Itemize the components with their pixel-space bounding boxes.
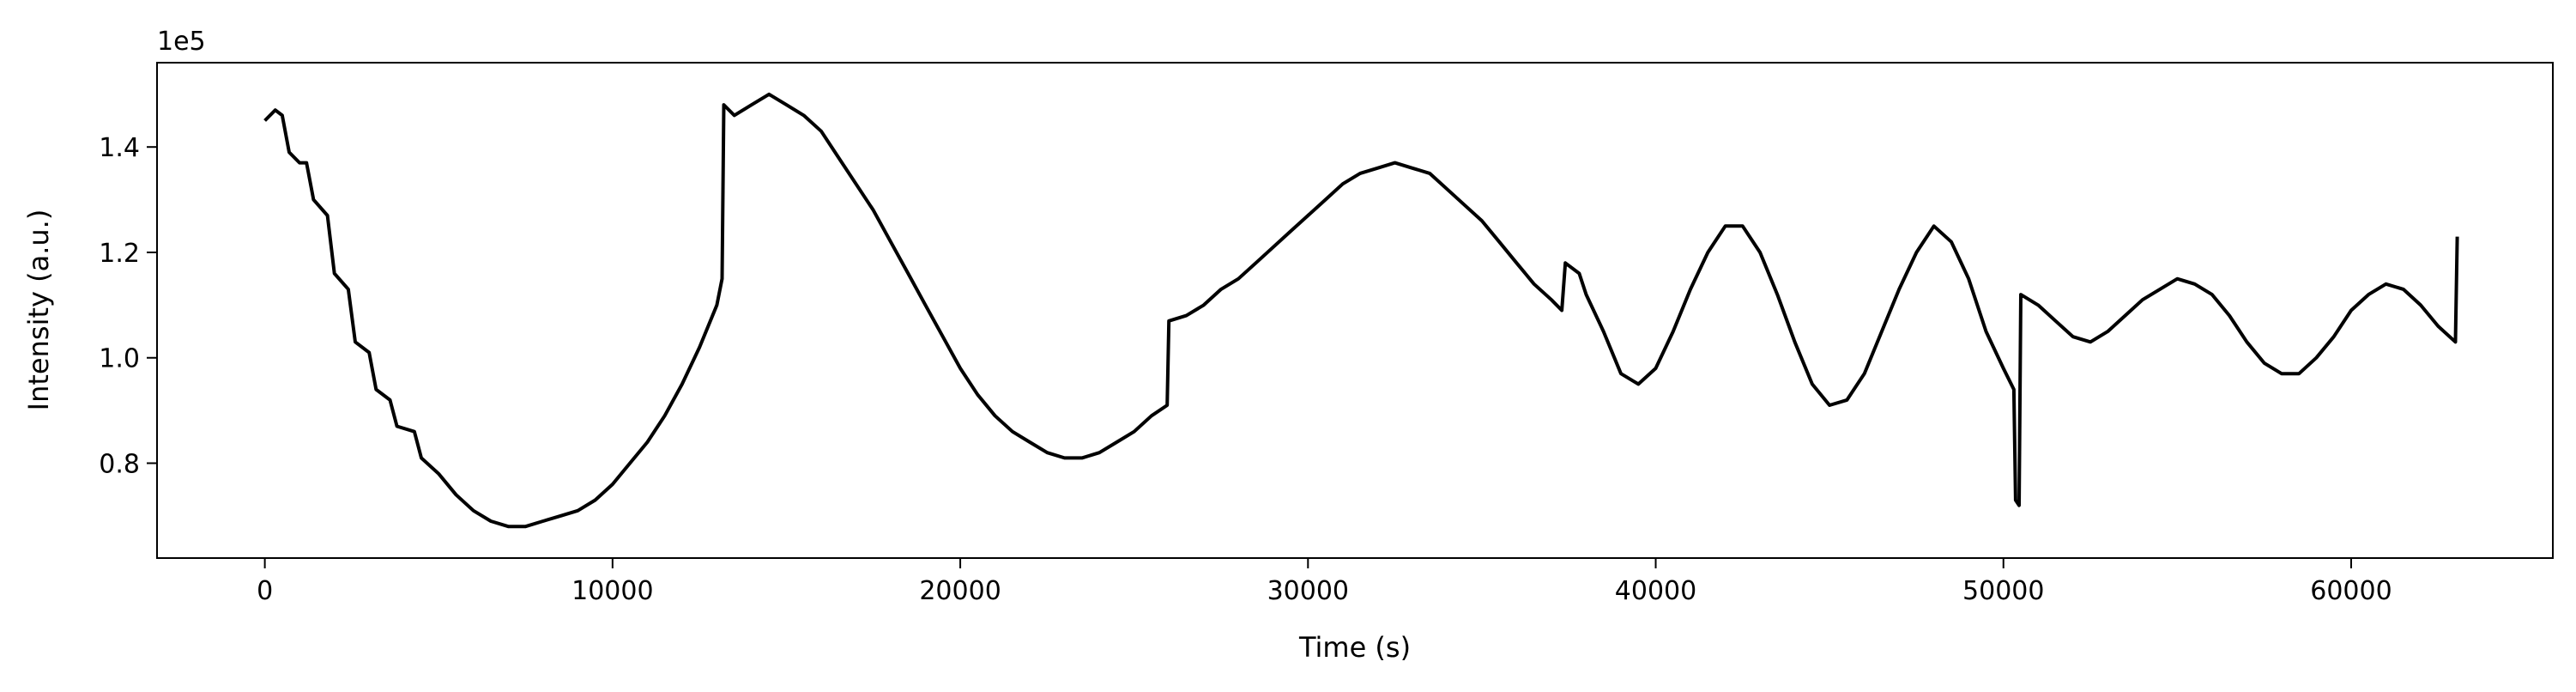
x-tick-label: 40000 [1615, 576, 1696, 606]
x-tick-label: 20000 [919, 576, 1001, 606]
x-axis-label: Time (s) [1298, 631, 1411, 664]
y-tick-label: 0.8 [99, 450, 140, 480]
x-axis: 0 10000 20000 30000 40000 50000 60000 [257, 558, 2392, 606]
y-tick-label: 1.0 [99, 344, 140, 374]
y-axis: 0.8 1.0 1.2 1.4 [99, 133, 157, 480]
y-axis-offset-label: 1e5 [157, 27, 206, 57]
y-tick-label: 1.4 [99, 133, 140, 163]
plot-area-frame [156, 62, 2554, 559]
x-tick-label: 30000 [1267, 576, 1349, 606]
x-tick-label: 0 [257, 576, 273, 606]
intensity-series-line [263, 92, 2459, 529]
x-tick-label: 60000 [2310, 576, 2392, 606]
y-tick-label: 1.2 [99, 239, 140, 269]
x-tick-label: 50000 [1962, 576, 2044, 606]
y-axis-label: Intensity (a.u.) [22, 209, 55, 411]
x-tick-label: 10000 [571, 576, 653, 606]
